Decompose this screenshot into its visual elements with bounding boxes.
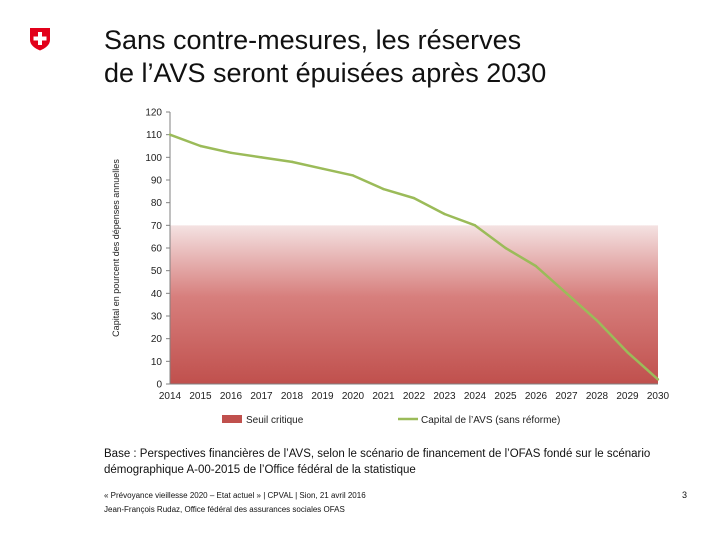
y-tick-label: 10 — [151, 357, 163, 368]
x-tick-label: 2024 — [464, 391, 487, 402]
y-tick-label: 60 — [151, 244, 163, 255]
y-tick-label: 0 — [156, 380, 162, 391]
x-tick-label: 2020 — [342, 391, 365, 402]
y-tick-label: 20 — [151, 334, 163, 345]
slide-title: Sans contre-mesures, les réserves de l’A… — [104, 24, 704, 90]
x-tick-label: 2021 — [372, 391, 395, 402]
data-point — [351, 174, 355, 177]
data-point — [321, 167, 324, 170]
legend-label-seuil-critique: Seuil critique — [246, 415, 304, 426]
x-tick-label: 2026 — [525, 391, 548, 402]
data-point — [504, 246, 507, 250]
x-tick-label: 2030 — [647, 391, 670, 402]
data-point — [443, 212, 446, 216]
data-point — [229, 151, 233, 154]
x-tick-label: 2016 — [220, 391, 243, 402]
y-tick-label: 90 — [151, 176, 163, 187]
y-tick-label: 120 — [145, 108, 162, 119]
data-point — [199, 144, 202, 148]
data-point — [412, 196, 416, 200]
footer-event: « Prévoyance vieillesse 2020 – Etat actu… — [104, 491, 366, 500]
x-tick-label: 2014 — [159, 391, 182, 402]
y-tick-label: 30 — [151, 312, 163, 323]
data-point — [260, 156, 263, 159]
x-tick-label: 2017 — [250, 391, 273, 402]
y-tick-label: 80 — [151, 198, 163, 209]
data-point — [626, 351, 629, 354]
data-point — [168, 133, 172, 136]
y-tick-label: 110 — [146, 130, 162, 141]
x-tick-label: 2025 — [494, 391, 517, 402]
x-tick-label: 2028 — [586, 391, 609, 402]
data-point — [656, 378, 660, 381]
x-tick-label: 2027 — [555, 391, 578, 402]
source-note-line-2: démographique A-00-2015 de l’Office fédé… — [104, 464, 416, 476]
data-point — [290, 160, 294, 164]
data-point — [595, 319, 599, 322]
y-tick-label: 50 — [151, 266, 163, 277]
slide-title-line-1: Sans contre-mesures, les réserves — [104, 25, 522, 55]
data-point — [565, 292, 568, 295]
x-tick-label: 2029 — [616, 391, 639, 402]
source-note-line-1: Base : Perspectives financières de l’AVS… — [104, 448, 651, 460]
y-tick-label: 40 — [151, 289, 163, 300]
y-tick-label: 70 — [151, 221, 163, 232]
slide-title-line-2: de l’AVS seront épuisées après 2030 — [104, 58, 547, 88]
x-tick-label: 2023 — [433, 391, 456, 402]
y-axis-label: Capital en pourcent des dépenses annuell… — [111, 159, 121, 337]
x-tick-label: 2018 — [281, 391, 304, 402]
series-area-seuil-critique — [170, 225, 658, 384]
page-number: 3 — [682, 490, 688, 500]
y-tick-label: 100 — [145, 153, 162, 164]
x-tick-label: 2022 — [403, 391, 426, 402]
x-tick-label: 2019 — [311, 391, 334, 402]
x-tick-label: 2015 — [189, 391, 212, 402]
data-point — [473, 224, 477, 227]
legend-label-capital-avs: Capital de l’AVS (sans réforme) — [421, 415, 560, 426]
footer-author: Jean-François Rudaz, Office fédéral des … — [104, 505, 345, 514]
legend-swatch-seuil-critique — [222, 415, 242, 423]
data-point — [534, 264, 538, 268]
chart-source-note: Base : Perspectives financières de l’AVS… — [104, 446, 704, 478]
data-point — [382, 187, 385, 191]
swiss-cross-icon — [30, 28, 50, 51]
